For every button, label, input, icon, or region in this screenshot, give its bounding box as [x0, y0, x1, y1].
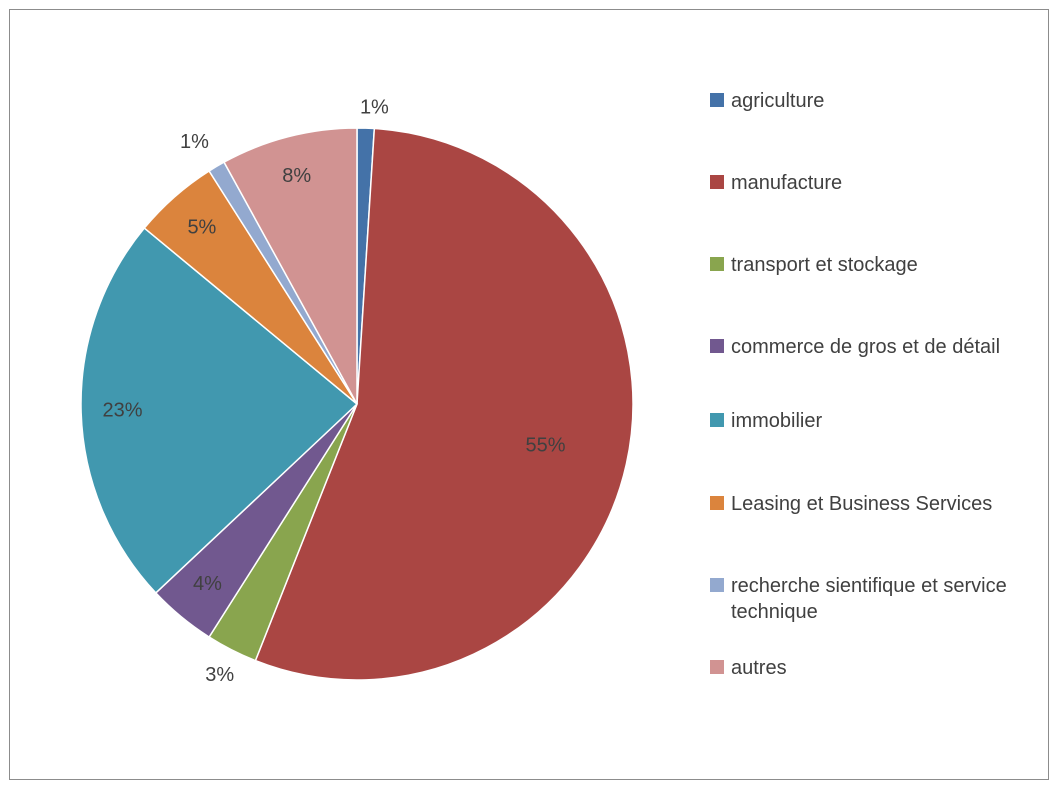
pie-slice-7 [223, 127, 358, 405]
legend-item-4: immobilier [710, 408, 1050, 434]
slice-label-6: 1% [180, 131, 209, 153]
slice-label-4: 23% [102, 400, 142, 422]
legend-label-7: autres [731, 657, 787, 679]
legend-swatch-1 [710, 175, 724, 189]
legend-swatch-0 [710, 93, 724, 107]
legend-label-2: transport et stockage [731, 254, 918, 276]
legend-item-3: commerce de gros et de détail [710, 334, 1050, 360]
slice-label-5: 5% [187, 216, 216, 238]
legend-label-1: manufacture [731, 172, 843, 194]
legend-swatch-4 [710, 413, 724, 427]
slice-label-2: 3% [205, 664, 234, 686]
legend-swatch-3 [710, 339, 724, 353]
pie-slice-4 [80, 227, 359, 595]
legend-label-6: recherche sientifique et service techniq… [731, 575, 1007, 623]
slice-label-0: 1% [360, 96, 389, 118]
legend-swatch-7 [710, 660, 724, 674]
legend-item-6: recherche sientifique et service techniq… [710, 573, 1050, 625]
legend-swatch-6 [710, 578, 724, 592]
legend-label-4: immobilier [731, 410, 823, 432]
legend-swatch-2 [710, 257, 724, 271]
slice-label-1: 55% [525, 434, 565, 456]
legend-item-5: Leasing et Business Services [710, 491, 1050, 517]
slice-label-3: 4% [193, 573, 222, 595]
legend-item-1: manufacture [710, 170, 1050, 196]
legend-label-0: agriculture [731, 90, 825, 112]
pie-slice-1 [254, 127, 634, 681]
legend-item-2: transport et stockage [710, 252, 1050, 278]
legend-item-7: autres [710, 655, 1050, 681]
slice-label-7: 8% [282, 165, 311, 187]
legend-label-5: Leasing et Business Services [731, 493, 993, 515]
legend-label-3: commerce de gros et de détail [731, 336, 1001, 358]
legend-swatch-5 [710, 496, 724, 510]
legend-item-0: agriculture [710, 88, 1050, 114]
